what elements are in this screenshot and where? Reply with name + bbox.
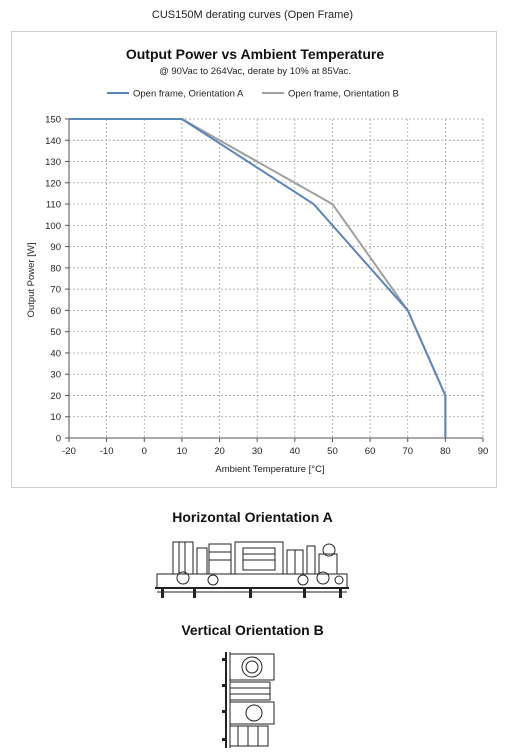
y-tick-label: 90 xyxy=(50,242,61,253)
y-tick-label: 130 xyxy=(45,157,61,168)
vertical-psu-drawing xyxy=(222,652,275,748)
y-tick-label: 150 xyxy=(45,115,61,126)
series-line-orientation-a xyxy=(69,118,447,438)
document-title: CUS150M derating curves (Open Frame) xyxy=(151,9,354,21)
y-tick-label: 0 xyxy=(56,434,61,445)
legend-label: Open frame, Orientation A xyxy=(133,89,244,100)
chart-frame: Output Power vs Ambient Temperature @ 90… xyxy=(11,31,497,488)
chart-grid xyxy=(69,118,484,438)
chart-series xyxy=(69,118,447,438)
legend-label: Open frame, Orientation B xyxy=(288,89,399,100)
x-tick-label: 40 xyxy=(290,446,301,457)
x-tick-label: 20 xyxy=(214,446,225,457)
x-tick-label: -20 xyxy=(62,446,76,457)
vertical-orientation-title: Vertical Orientation B xyxy=(181,622,324,638)
y-axis-label: Output Power [W] xyxy=(26,243,37,318)
x-tick-label: 30 xyxy=(252,446,263,457)
y-tick-label: 40 xyxy=(50,348,61,359)
y-tick-label: 50 xyxy=(50,327,61,338)
chart-subtitle: @ 90Vac to 264Vac, derate by 10% at 85Va… xyxy=(159,66,351,77)
y-tick-label: 70 xyxy=(50,285,61,296)
x-tick-label: 0 xyxy=(142,446,147,457)
y-tick-label: 80 xyxy=(50,263,61,274)
y-tick-label: 120 xyxy=(45,178,61,189)
horizontal-psu-drawing xyxy=(155,541,349,598)
y-tick-label: 60 xyxy=(50,306,61,317)
chart-legend: Open frame, Orientation A Open frame, Ori… xyxy=(107,89,399,100)
x-tick-label: 60 xyxy=(365,446,376,457)
horizontal-orientation-title: Horizontal Orientation A xyxy=(172,509,333,525)
y-tick-label: 20 xyxy=(50,391,61,402)
x-tick-label: 90 xyxy=(478,446,489,457)
x-tick-label: 10 xyxy=(177,446,188,457)
x-tick-label: 50 xyxy=(327,446,338,457)
chart-title: Output Power vs Ambient Temperature xyxy=(126,46,384,62)
y-tick-label: 140 xyxy=(45,136,61,147)
y-tick-label: 10 xyxy=(50,412,61,423)
x-tick-label: -10 xyxy=(100,446,114,457)
x-tick-label: 80 xyxy=(440,446,451,457)
y-tick-label: 110 xyxy=(46,200,61,211)
y-tick-label: 30 xyxy=(50,370,61,381)
chart-axes: -20 -10 0 10 20 30 40 50 60 70 80 90 0 10 20 30 40 50 60 70… xyxy=(45,115,488,458)
y-tick-label: 100 xyxy=(45,221,61,232)
derating-chart: Output Power vs Ambient Temperature @ 90… xyxy=(26,46,488,475)
x-axis-label: Ambient Temperature [°C] xyxy=(215,464,324,475)
x-tick-label: 70 xyxy=(402,446,413,457)
